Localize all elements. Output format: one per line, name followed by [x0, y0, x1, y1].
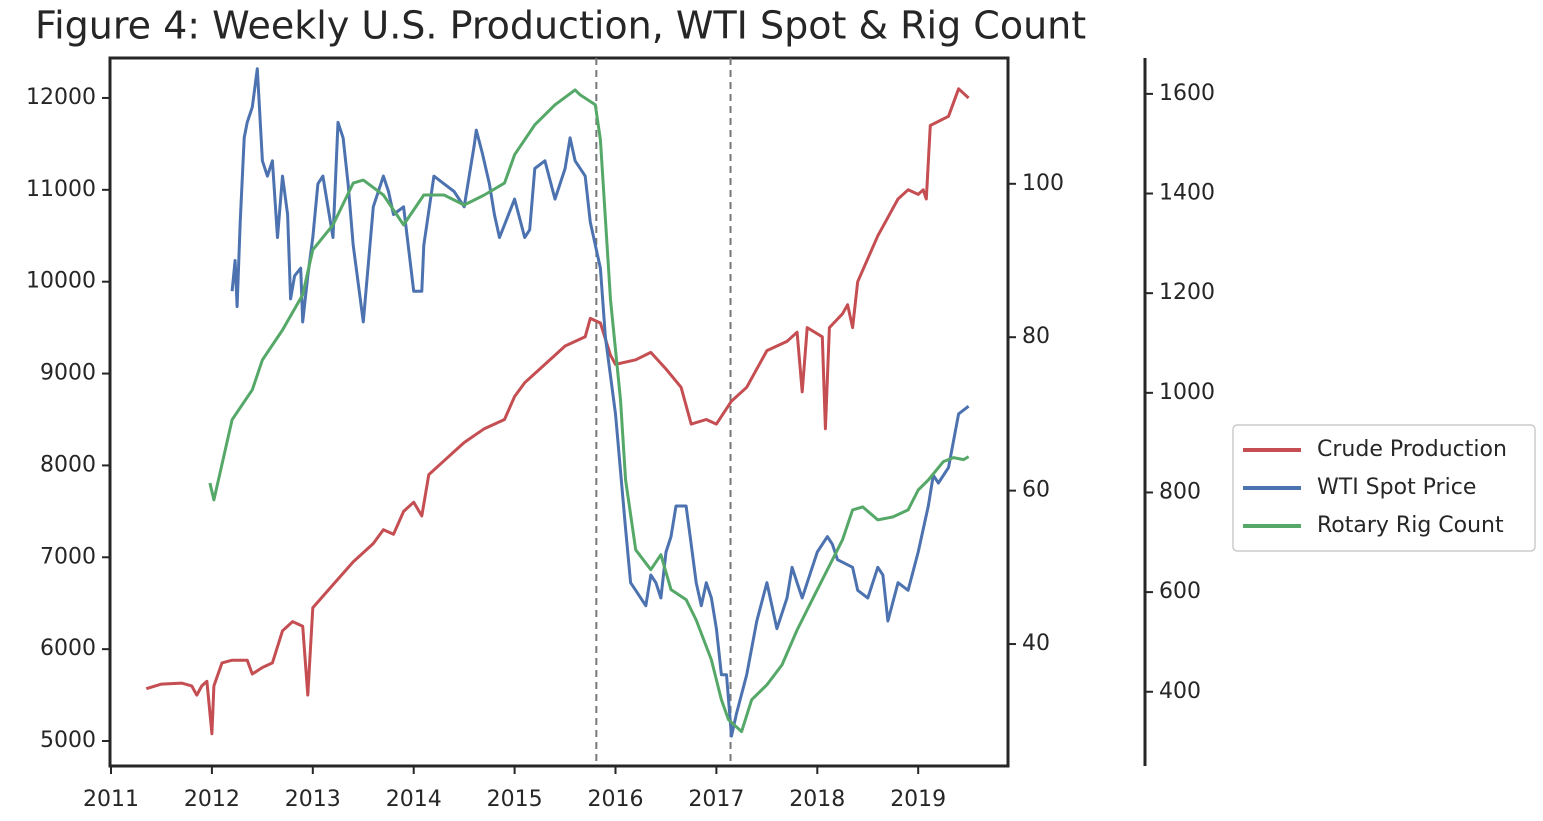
y-tick-label: 10000	[26, 269, 96, 294]
x-tick-label: 2018	[789, 787, 845, 812]
x-tick-label: 2016	[588, 787, 644, 812]
y3-tick-label: 400	[1159, 679, 1201, 704]
legend-label: Crude Production	[1317, 437, 1507, 462]
y2-tick-label: 100	[1022, 171, 1064, 196]
y-tick-label: 7000	[40, 544, 96, 569]
x-tick-label: 2014	[386, 787, 442, 812]
y2-tick-label: 40	[1022, 631, 1050, 656]
x-tick-label: 2012	[184, 787, 240, 812]
legend-label: WTI Spot Price	[1317, 475, 1476, 500]
y3-tick-label: 1000	[1159, 380, 1215, 405]
y2-tick-label: 80	[1022, 324, 1050, 349]
plot-frame	[108, 56, 1010, 768]
y-tick-label: 8000	[40, 452, 96, 477]
x-tick-label: 2015	[487, 787, 543, 812]
x-tick-label: 2011	[83, 787, 139, 812]
x-tick-label: 2013	[285, 787, 341, 812]
y-tick-label: 11000	[26, 177, 96, 202]
data-line	[230, 67, 970, 738]
y2-tick-label: 60	[1022, 478, 1050, 503]
y-tick-label: 12000	[26, 85, 96, 110]
legend-label: Rotary Rig Count	[1317, 513, 1504, 538]
chart-title: Figure 4: Weekly U.S. Production, WTI Sp…	[35, 4, 1086, 48]
y-tick-label: 5000	[40, 728, 96, 753]
y3-tick-label: 1200	[1159, 280, 1215, 305]
data-line	[145, 87, 970, 736]
y3-tick-label: 800	[1159, 479, 1201, 504]
y3-tick-label: 1600	[1159, 81, 1215, 106]
legend-box	[1232, 424, 1536, 552]
y-tick-label: 6000	[40, 636, 96, 661]
x-tick-label: 2019	[890, 787, 946, 812]
y3-tick-label: 600	[1159, 579, 1201, 604]
y3-tick-label: 1400	[1159, 181, 1215, 206]
y-tick-label: 9000	[40, 361, 96, 386]
data-line	[208, 88, 970, 734]
x-tick-label: 2017	[688, 787, 744, 812]
